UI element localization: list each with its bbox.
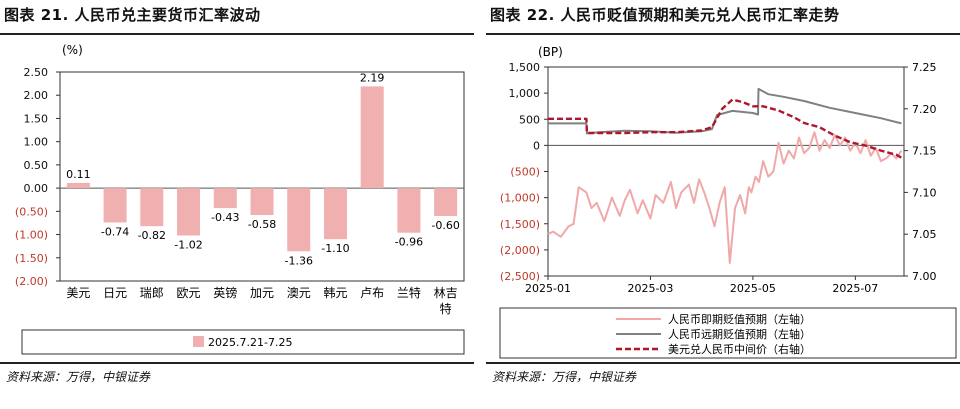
left-legend-box [21, 329, 465, 355]
left-y-tick-label: (2.00) [15, 275, 48, 288]
right-left-y-tick-label: (1,000) [500, 192, 540, 205]
right-right-y-tick-label: 7.15 [912, 145, 937, 158]
left-bar-value-label: -1.02 [174, 238, 202, 251]
left-title-rule [0, 33, 474, 35]
right-left-y-tick-label: (1,500) [500, 218, 540, 231]
right-forward-expectation-line [548, 87, 902, 135]
right-legend-box [499, 307, 957, 359]
left-source-rule [0, 362, 474, 364]
right-right-y-tick-label: 7.00 [912, 270, 937, 283]
left-y-unit-label: (%) [62, 43, 83, 57]
right-legend-fixing-label: 美元兑人民币中间价（右轴） [668, 342, 811, 356]
left-x-tick-label: 特 [440, 301, 452, 316]
left-x-tick-label: 澳元 [287, 286, 311, 300]
left-bar-value-label: -1.10 [321, 242, 349, 255]
left-x-tick-label: 美元 [66, 286, 90, 300]
left-y-tick-label: 0.00 [24, 182, 49, 195]
right-left-y-tick-label: 1,500 [509, 61, 541, 74]
left-x-tick-label: 加元 [250, 286, 274, 300]
left-y-tick-label: 2.00 [24, 89, 49, 102]
left-bar [250, 188, 274, 216]
left-bar-value-label: -0.96 [395, 236, 423, 249]
left-bar-value-label: -1.36 [284, 254, 312, 267]
left-x-tick-label: 日元 [103, 286, 127, 300]
left-y-tick-label: (1.00) [15, 229, 48, 242]
right-fixing-rate-line [548, 98, 905, 161]
right-plot-frame [547, 66, 905, 277]
left-source-note: 资料来源：万得，中银证券 [6, 370, 151, 384]
left-bar [323, 188, 347, 240]
right-x-tick-label: 2025-07 [832, 282, 878, 295]
left-bar-value-label: -0.43 [211, 211, 239, 224]
left-x-tick-label: 瑞郎 [140, 286, 164, 300]
left-bar-value-label: -0.58 [248, 218, 276, 231]
left-y-tick-label: 0.50 [24, 159, 49, 172]
right-source-note: 资料来源：万得，中银证券 [492, 370, 637, 384]
right-right-y-tick-label: 7.20 [912, 103, 937, 116]
left-bar [360, 86, 384, 189]
left-bar [177, 188, 201, 236]
left-bar [213, 188, 237, 209]
left-chart-panel: 图表 21. 人民币兑主要货币汇率波动 (%) 2.50 2.00 1.50 1.00 0… [0, 0, 474, 409]
right-x-tick-label: 2025-05 [730, 282, 776, 295]
right-x-tick-label: 2025-01 [525, 282, 571, 295]
right-spot-expectation-line [547, 131, 903, 264]
right-left-axis-unit: (BP) [538, 45, 563, 59]
left-bar [103, 188, 127, 223]
left-y-tick-label: 1.50 [24, 112, 49, 125]
right-source-rule [486, 362, 960, 364]
left-bar-value-label: 0.11 [66, 168, 91, 181]
left-bar [287, 188, 311, 252]
left-x-tick-label: 英镑 [213, 285, 237, 300]
right-legend-forward-label: 人民币远期贬值预期（左轴） [668, 327, 811, 341]
right-figure-title: 图表 22. 人民币贬值预期和美元兑人民币汇率走势 [490, 6, 840, 24]
left-y-tick-label: (0.50) [15, 205, 48, 218]
left-x-tick-label: 兰特 [397, 285, 421, 300]
left-x-tick-label: 林吉 [434, 286, 458, 300]
left-x-tick-label: 欧元 [177, 286, 201, 300]
left-legend-swatch [193, 336, 204, 347]
left-bar [397, 188, 421, 233]
right-left-y-tick-label: 0 [533, 139, 540, 152]
left-bar-value-label: -0.74 [101, 225, 129, 238]
right-right-y-tick-label: 7.10 [912, 186, 937, 199]
left-legend-label: 2025.7.21-7.25 [208, 336, 292, 349]
right-chart-panel: 图表 22. 人民币贬值预期和美元兑人民币汇率走势 (BP) 1,500 1,000… [486, 0, 960, 409]
right-left-y-tick-label: 1,000 [509, 87, 541, 100]
right-left-y-tick-label: (500) [510, 166, 540, 179]
right-left-y-tick-label: (2,500) [500, 270, 540, 283]
right-x-tick-label: 2025-03 [627, 282, 673, 295]
right-left-y-tick-label: 500 [519, 113, 540, 126]
right-left-y-tick-label: (2,000) [500, 244, 540, 257]
left-x-tick-label: 卢布 [360, 285, 384, 300]
right-legend-spot-label: 人民币即期贬值预期（左轴） [668, 312, 811, 326]
left-bar-chart: (%) 2.50 2.00 1.50 1.00 0.50 0.00 (0.50) (1.00) (… [15, 43, 465, 355]
left-figure-title: 图表 21. 人民币兑主要货币汇率波动 [4, 6, 261, 24]
right-right-y-tick-label: 7.25 [912, 61, 937, 74]
left-x-tick-label: 韩元 [323, 285, 347, 300]
right-line-chart: (BP) 1,500 1,000 500 0 (500) (1,000) (1,500) (2,… [499, 45, 957, 359]
left-y-tick-label: (1.50) [15, 252, 48, 265]
left-bar-value-label: -0.60 [431, 219, 459, 232]
right-title-rule [486, 33, 960, 35]
left-bar [66, 183, 90, 189]
right-right-y-tick-label: 7.05 [912, 228, 937, 241]
left-y-tick-label: 1.00 [24, 136, 49, 149]
left-y-tick-label: 2.50 [24, 66, 49, 79]
left-bar-value-label: 2.19 [360, 71, 385, 84]
left-bar-value-label: -0.82 [138, 229, 166, 242]
left-bar [140, 188, 164, 227]
left-bar [434, 188, 458, 216]
left-plot-frame [59, 71, 465, 282]
